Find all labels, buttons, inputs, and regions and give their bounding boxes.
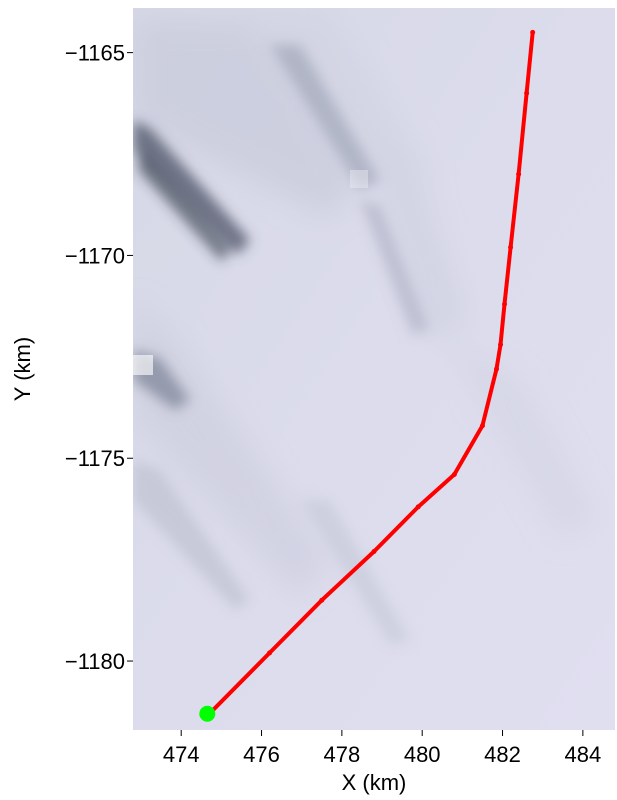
y-tick-label: −1170 xyxy=(65,243,125,268)
series-point xyxy=(498,342,504,348)
series-point xyxy=(516,171,522,177)
series-line xyxy=(207,30,535,716)
series-point xyxy=(524,90,530,96)
background-imagery xyxy=(133,8,615,730)
x-tick-label: 478 xyxy=(324,742,361,767)
x-tick-label: 476 xyxy=(243,742,280,767)
series-point xyxy=(530,29,536,35)
series-point xyxy=(451,471,457,477)
series-point xyxy=(415,504,421,510)
x-axis: 474 476 478 480 482 484 xyxy=(163,730,601,767)
x-tick-label: 474 xyxy=(163,742,200,767)
y-tick-label: −1175 xyxy=(65,446,125,471)
y-tick-label: −1180 xyxy=(65,649,125,674)
x-tick-label: 484 xyxy=(565,742,602,767)
y-axis: −1165 −1170 −1175 −1180 xyxy=(65,41,133,674)
series-point xyxy=(479,423,485,429)
series-point xyxy=(319,597,325,603)
start-marker xyxy=(199,705,216,722)
series-point xyxy=(508,244,514,250)
x-tick-label: 480 xyxy=(404,742,441,767)
series-point xyxy=(371,549,377,555)
y-axis-label: Y (km) xyxy=(10,337,35,401)
x-tick-label: 482 xyxy=(484,742,521,767)
series-point xyxy=(494,366,500,372)
y-tick-label: −1165 xyxy=(65,41,125,66)
series-point xyxy=(267,650,273,656)
markers xyxy=(199,705,216,722)
x-axis-label: X (km) xyxy=(342,770,407,795)
series-point xyxy=(502,301,508,307)
